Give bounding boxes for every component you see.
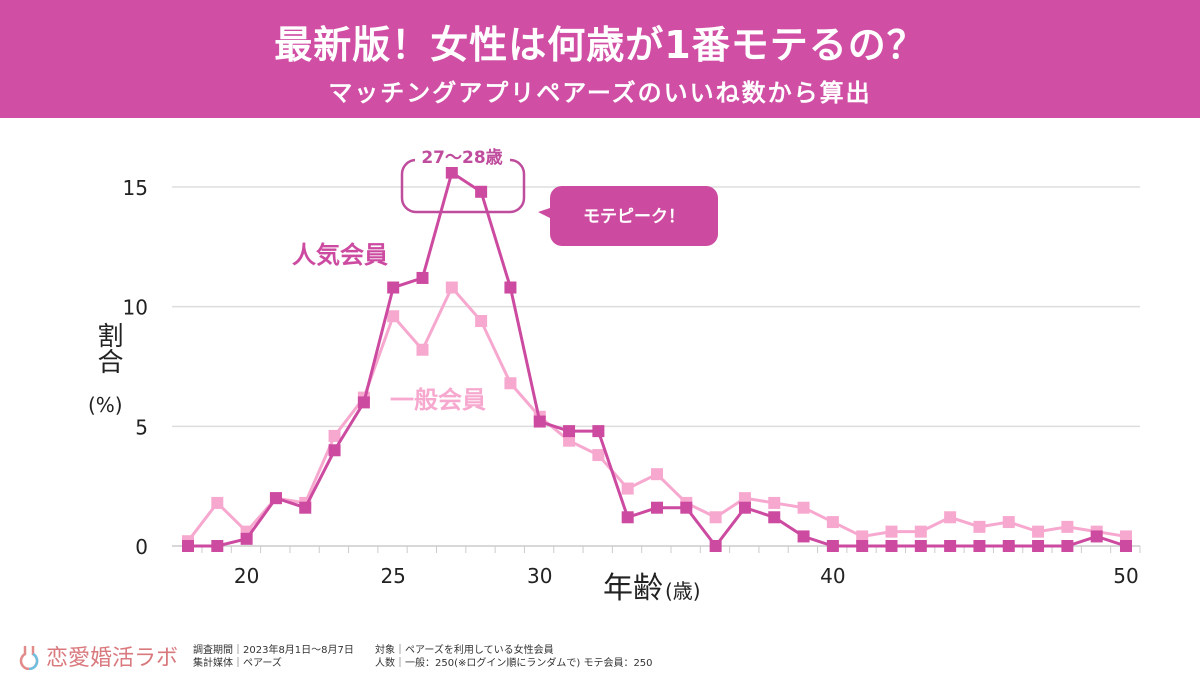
x-tick-label: 20 bbox=[234, 564, 259, 588]
data-point-popular bbox=[738, 501, 751, 514]
x-tick-label: 30 bbox=[527, 564, 552, 588]
data-point-popular bbox=[768, 511, 781, 524]
survey-period: 調査期間｜2023年8月1日〜8月7日 bbox=[193, 645, 354, 656]
data-point-general bbox=[1032, 525, 1045, 538]
data-point-popular bbox=[797, 530, 810, 543]
data-point-popular bbox=[328, 444, 341, 457]
data-point-popular bbox=[592, 425, 605, 438]
data-point-popular bbox=[1032, 540, 1045, 552]
footer: 恋愛婚活ラボ 調査期間｜2023年8月1日〜8月7日 集計媒体｜ペアーズ 対象｜… bbox=[0, 640, 1200, 675]
line-chart: 0 5 10 15 20 25 30 40 50 割合 (%) 年齢 (歳) 人気会員 一般会員… bbox=[88, 145, 1141, 606]
y-tick-label: 5 bbox=[135, 415, 148, 439]
x-axis-unit: (歳) bbox=[665, 579, 701, 603]
data-point-popular bbox=[651, 501, 663, 514]
y-tick-label: 0 bbox=[135, 535, 148, 559]
data-point-popular bbox=[269, 492, 282, 505]
data-point-popular bbox=[1120, 540, 1132, 552]
data-point-general bbox=[944, 511, 957, 524]
survey-notes-right: 対象｜ペアーズを利用している女性会員 人数｜一般：250(※ログイン順にランダム… bbox=[375, 644, 653, 670]
data-point-popular bbox=[475, 185, 488, 198]
logo: 恋愛婚活ラボ bbox=[18, 640, 178, 672]
data-point-popular bbox=[944, 540, 957, 552]
header: 最新版！女性は何歳が1番モテるの？ マッチングアプリペアーズのいいね数から算出 bbox=[0, 0, 1200, 118]
data-point-popular bbox=[504, 281, 517, 294]
flask-icon bbox=[19, 646, 39, 670]
data-point-popular bbox=[211, 540, 224, 552]
data-point-general bbox=[738, 492, 751, 505]
survey-count: 人数｜一般：250(※ログイン順にランダムで) モテ会員：250 bbox=[375, 658, 653, 669]
data-point-popular bbox=[709, 540, 722, 552]
peak-range-label: 27〜28歳 bbox=[421, 147, 502, 168]
data-point-general bbox=[592, 449, 605, 462]
data-point-general bbox=[709, 511, 722, 524]
data-point-general bbox=[1120, 530, 1132, 543]
data-point-popular bbox=[387, 281, 400, 294]
data-point-popular bbox=[1002, 540, 1015, 552]
data-point-popular bbox=[973, 540, 986, 552]
data-point-popular bbox=[1090, 530, 1103, 543]
data-point-popular bbox=[621, 511, 634, 524]
y-axis-unit: (%) bbox=[88, 393, 123, 417]
data-point-popular bbox=[1061, 540, 1074, 552]
x-tick-label: 25 bbox=[380, 564, 405, 588]
y-tick-label: 15 bbox=[123, 176, 148, 200]
legend-general: 一般会員 bbox=[390, 386, 486, 414]
x-axis-label: 年齢 bbox=[603, 571, 663, 606]
data-point-general bbox=[387, 310, 400, 323]
data-point-general bbox=[826, 516, 839, 529]
data-point-general bbox=[914, 525, 927, 538]
data-point-popular bbox=[563, 425, 576, 438]
legend-popular: 人気会員 bbox=[292, 241, 388, 269]
y-tick-label: 10 bbox=[123, 296, 148, 320]
data-point-popular bbox=[445, 166, 458, 179]
callout-bubble bbox=[538, 186, 718, 246]
survey-media: 集計媒体｜ペアーズ bbox=[193, 658, 282, 669]
data-point-popular bbox=[299, 501, 312, 514]
data-point-general bbox=[797, 501, 810, 514]
callout-text: モテピーク！ bbox=[583, 207, 685, 227]
data-point-general bbox=[504, 377, 517, 390]
data-point-popular bbox=[914, 540, 927, 552]
data-point-general bbox=[475, 315, 488, 328]
data-point-popular bbox=[856, 540, 869, 552]
data-point-popular bbox=[826, 540, 839, 552]
logo-text: 恋愛婚活ラボ bbox=[46, 646, 179, 671]
data-point-general bbox=[768, 496, 781, 509]
data-point-popular bbox=[416, 271, 429, 284]
x-tick-label: 50 bbox=[1113, 564, 1138, 588]
data-point-popular bbox=[240, 532, 253, 545]
data-point-general bbox=[211, 496, 224, 509]
data-point-general bbox=[651, 468, 663, 481]
page-title: 最新版！女性は何歳が1番モテるの？ bbox=[274, 23, 926, 67]
x-tick-label: 40 bbox=[820, 564, 845, 588]
data-point-general bbox=[973, 520, 986, 533]
data-point-general bbox=[1061, 520, 1074, 533]
data-point-general bbox=[885, 525, 898, 538]
data-point-general bbox=[416, 343, 429, 356]
data-point-popular bbox=[357, 396, 370, 409]
survey-notes-left: 調査期間｜2023年8月1日〜8月7日 集計媒体｜ペアーズ bbox=[193, 644, 354, 670]
data-point-popular bbox=[533, 415, 546, 428]
data-point-popular bbox=[885, 540, 898, 552]
data-point-general bbox=[856, 530, 869, 543]
data-point-popular bbox=[680, 501, 693, 514]
data-point-general bbox=[328, 429, 341, 442]
page-subtitle: マッチングアプリペアーズのいいね数から算出 bbox=[328, 79, 872, 107]
data-point-popular bbox=[182, 540, 194, 552]
data-point-general bbox=[621, 482, 634, 495]
y-axis-label: 割合 bbox=[93, 322, 123, 374]
data-point-general bbox=[1002, 516, 1015, 529]
survey-target: 対象｜ペアーズを利用している女性会員 bbox=[375, 645, 554, 656]
data-point-general bbox=[563, 434, 576, 447]
data-point-general bbox=[445, 281, 458, 294]
